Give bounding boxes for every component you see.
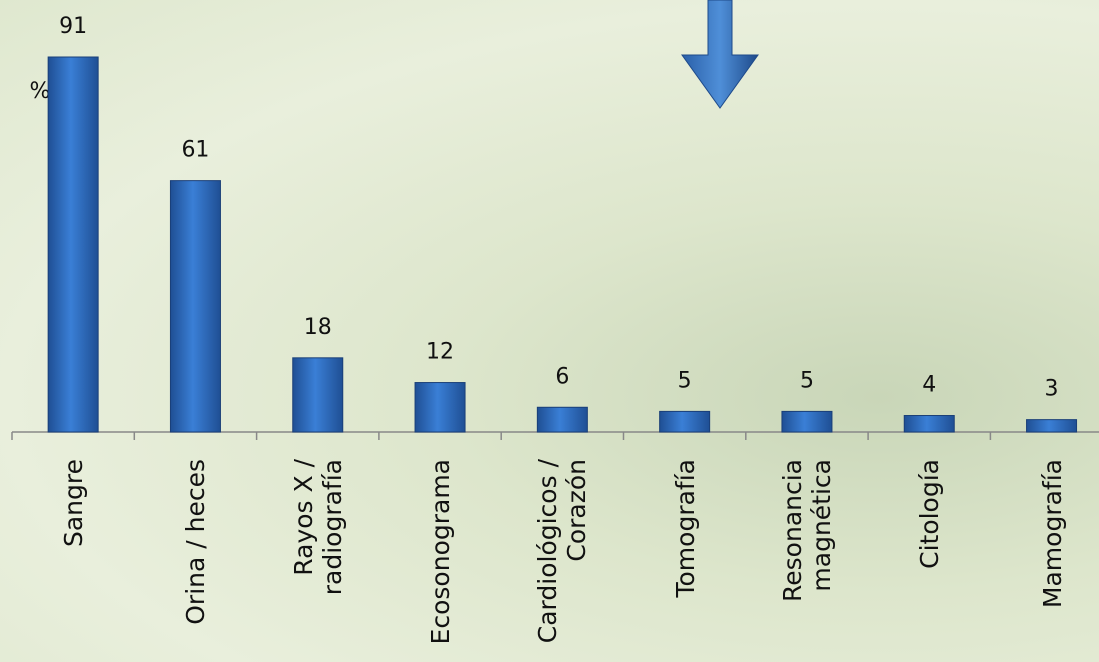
arrow	[681, 0, 759, 109]
bar	[903, 415, 955, 433]
value-label: 6	[555, 364, 569, 389]
x-tick-label: Rayos X / radiografía	[288, 459, 347, 596]
value-label: 12	[426, 340, 454, 365]
y-axis-label: %	[30, 79, 51, 104]
bar	[781, 410, 833, 433]
bar	[414, 382, 466, 433]
x-tick-label: Mamografía	[1037, 459, 1067, 609]
x-tick-label: Resonancia magnética	[777, 459, 836, 602]
bar	[169, 180, 221, 433]
value-label: 3	[1045, 377, 1059, 402]
bar	[292, 357, 344, 433]
bar	[1026, 419, 1078, 433]
bar	[659, 410, 711, 433]
value-label: 4	[922, 373, 936, 398]
value-label: 5	[678, 368, 692, 393]
x-tick-label: Sangre	[58, 459, 88, 548]
value-label: 18	[304, 315, 332, 340]
bar	[47, 56, 99, 433]
bar	[536, 406, 588, 433]
value-label: 5	[800, 368, 814, 393]
x-tick-label: Orina / heces	[180, 459, 210, 625]
x-tick-label: Cardiológicos / Corazón	[533, 459, 592, 644]
x-tick-label: Ecosonograma	[425, 459, 455, 645]
x-tick-label: Tomografía	[670, 459, 700, 598]
x-tick-label: Citología	[914, 459, 944, 569]
value-label: 91	[59, 14, 87, 39]
value-label: 61	[181, 138, 209, 163]
